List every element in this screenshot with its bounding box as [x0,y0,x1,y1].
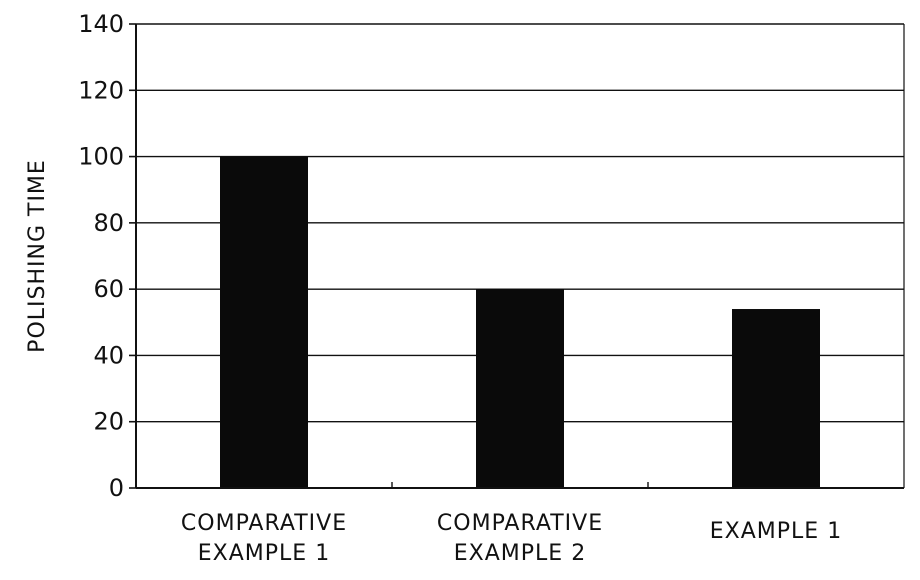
y-tick-label: 120 [78,76,124,104]
y-tick-labels: 0 20 40 60 80 100 120 140 [78,10,124,502]
y-tick-label: 60 [93,275,124,303]
x-category-label-line: EXAMPLE 1 [710,519,842,544]
x-category-label-line: EXAMPLE 1 [198,541,330,566]
y-tick-label: 100 [78,143,124,171]
x-category-label: COMPARATIVE EXAMPLE 2 [437,511,603,566]
x-category-labels: COMPARATIVE EXAMPLE 1 COMPARATIVE EXAMPLE 2… [181,511,842,566]
y-tick-label: 140 [78,10,124,38]
x-category-label: COMPARATIVE EXAMPLE 1 [181,511,347,566]
bar [476,289,564,488]
bar [732,309,820,488]
y-tick-label: 80 [93,209,124,237]
x-category-label-line: COMPARATIVE [437,511,603,536]
y-axis-title: POLISHING TIME [25,159,50,353]
y-tick-label: 0 [109,474,124,502]
y-tick-label: 20 [93,408,124,436]
x-category-label-line: COMPARATIVE [181,511,347,536]
bar [220,157,308,488]
y-tick-label: 40 [93,341,124,369]
x-category-label: EXAMPLE 1 [710,519,842,544]
bars [220,157,820,488]
x-category-label-line: EXAMPLE 2 [454,541,586,566]
